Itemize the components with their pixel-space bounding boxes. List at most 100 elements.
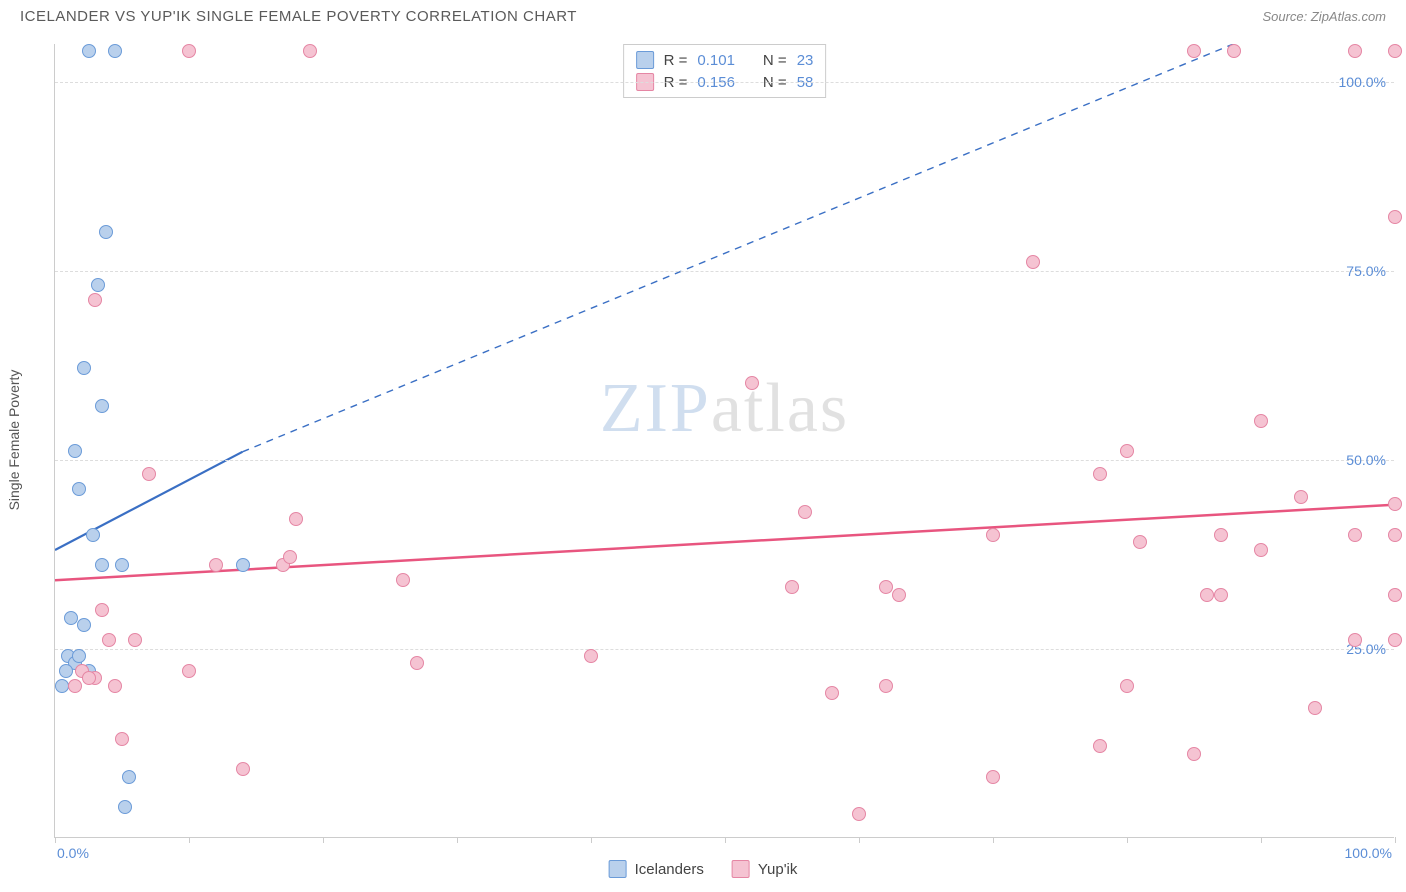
data-point bbox=[72, 482, 86, 496]
data-point bbox=[95, 603, 109, 617]
data-point bbox=[1093, 739, 1107, 753]
data-point bbox=[1388, 588, 1402, 602]
x-tick bbox=[993, 837, 994, 843]
data-point bbox=[1388, 210, 1402, 224]
grid-line bbox=[55, 82, 1394, 83]
data-point bbox=[1214, 588, 1228, 602]
data-point bbox=[182, 664, 196, 678]
data-point bbox=[892, 588, 906, 602]
swatch-yupik bbox=[732, 860, 750, 878]
chart-title: ICELANDER VS YUP'IK SINGLE FEMALE POVERT… bbox=[20, 8, 577, 25]
data-point bbox=[142, 467, 156, 481]
data-point bbox=[1120, 444, 1134, 458]
data-point bbox=[82, 671, 96, 685]
data-point bbox=[879, 580, 893, 594]
legend-item-icelanders: Icelanders bbox=[609, 860, 704, 878]
legend-item-yupik: Yup'ik bbox=[732, 860, 798, 878]
data-point bbox=[1187, 44, 1201, 58]
watermark-part1: ZIP bbox=[600, 370, 711, 447]
data-point bbox=[1227, 44, 1241, 58]
data-point bbox=[1200, 588, 1214, 602]
data-point bbox=[115, 732, 129, 746]
data-point bbox=[1254, 543, 1268, 557]
data-point bbox=[1214, 528, 1228, 542]
data-point bbox=[1388, 633, 1402, 647]
data-point bbox=[88, 293, 102, 307]
data-point bbox=[86, 528, 100, 542]
x-tick bbox=[591, 837, 592, 843]
data-point bbox=[283, 550, 297, 564]
data-point bbox=[879, 679, 893, 693]
data-point bbox=[64, 611, 78, 625]
x-tick bbox=[859, 837, 860, 843]
data-point bbox=[410, 656, 424, 670]
data-point bbox=[825, 686, 839, 700]
data-point bbox=[1348, 633, 1362, 647]
x-tick bbox=[457, 837, 458, 843]
data-point bbox=[68, 679, 82, 693]
data-point bbox=[1388, 497, 1402, 511]
swatch-icelanders bbox=[609, 860, 627, 878]
data-point bbox=[108, 44, 122, 58]
data-point bbox=[55, 679, 69, 693]
data-point bbox=[236, 762, 250, 776]
chart-header: ICELANDER VS YUP'IK SINGLE FEMALE POVERT… bbox=[0, 0, 1406, 29]
data-point bbox=[1388, 528, 1402, 542]
data-point bbox=[1026, 255, 1040, 269]
watermark-part2: atlas bbox=[711, 370, 849, 447]
source-label: Source: ZipAtlas.com bbox=[1262, 9, 1386, 24]
x-tick bbox=[1395, 837, 1396, 843]
data-point bbox=[1254, 414, 1268, 428]
y-tick-label: 50.0% bbox=[1346, 452, 1386, 468]
x-tick bbox=[725, 837, 726, 843]
data-point bbox=[122, 770, 136, 784]
stat-n-icelanders: 23 bbox=[797, 52, 814, 69]
data-point bbox=[289, 512, 303, 526]
data-point bbox=[182, 44, 196, 58]
data-point bbox=[102, 633, 116, 647]
grid-line bbox=[55, 271, 1394, 272]
data-point bbox=[1348, 528, 1362, 542]
data-point bbox=[1308, 701, 1322, 715]
x-tick-label: 100.0% bbox=[1345, 845, 1392, 861]
data-point bbox=[209, 558, 223, 572]
stats-row-icelanders: R = 0.101 N = 23 bbox=[636, 49, 814, 71]
data-point bbox=[91, 278, 105, 292]
data-point bbox=[1388, 44, 1402, 58]
data-point bbox=[1120, 679, 1134, 693]
data-point bbox=[1187, 747, 1201, 761]
legend-label: Icelanders bbox=[635, 861, 704, 878]
x-tick-label: 0.0% bbox=[57, 845, 89, 861]
data-point bbox=[118, 800, 132, 814]
y-tick-label: 75.0% bbox=[1346, 263, 1386, 279]
stat-label-n: N = bbox=[763, 52, 787, 69]
trend-lines-layer bbox=[55, 44, 1394, 837]
data-point bbox=[59, 664, 73, 678]
data-point bbox=[99, 225, 113, 239]
watermark: ZIPatlas bbox=[600, 369, 849, 449]
data-point bbox=[72, 649, 86, 663]
data-point bbox=[303, 44, 317, 58]
data-point bbox=[852, 807, 866, 821]
data-point bbox=[68, 444, 82, 458]
correlation-stats-box: R = 0.101 N = 23 R = 0.156 N = 58 bbox=[623, 44, 827, 98]
legend-label: Yup'ik bbox=[758, 861, 798, 878]
data-point bbox=[128, 633, 142, 647]
x-tick bbox=[1127, 837, 1128, 843]
data-point bbox=[396, 573, 410, 587]
data-point bbox=[77, 361, 91, 375]
x-tick bbox=[1261, 837, 1262, 843]
data-point bbox=[584, 649, 598, 663]
data-point bbox=[95, 558, 109, 572]
y-axis-label: Single Female Poverty bbox=[6, 370, 22, 511]
grid-line bbox=[55, 649, 1394, 650]
data-point bbox=[798, 505, 812, 519]
data-point bbox=[82, 44, 96, 58]
swatch-icelanders bbox=[636, 51, 654, 69]
data-point bbox=[108, 679, 122, 693]
data-point bbox=[115, 558, 129, 572]
scatter-plot-area: ZIPatlas R = 0.101 N = 23 R = 0.156 N = … bbox=[54, 44, 1394, 838]
legend: Icelanders Yup'ik bbox=[609, 860, 798, 878]
grid-line bbox=[55, 460, 1394, 461]
data-point bbox=[1093, 467, 1107, 481]
